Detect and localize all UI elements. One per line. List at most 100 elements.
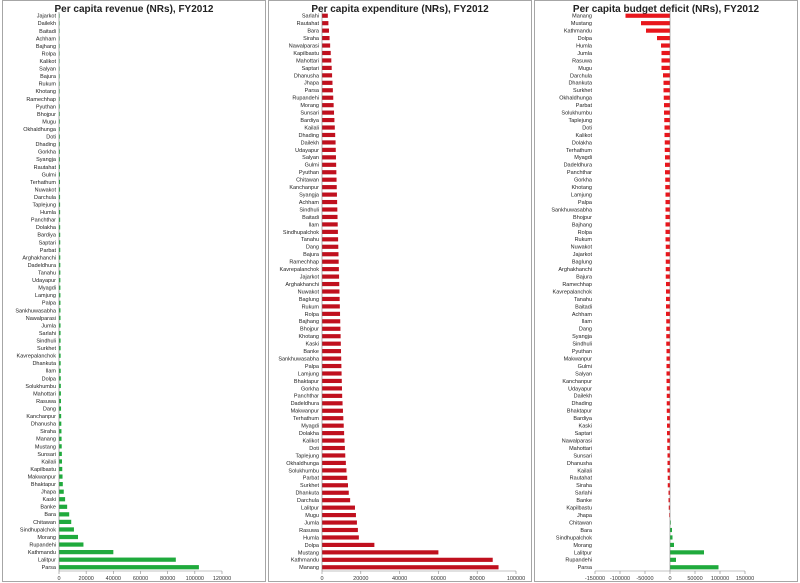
bar	[322, 80, 333, 85]
bar	[59, 247, 61, 253]
bar	[322, 304, 340, 309]
category-label: Bajhang	[36, 44, 56, 50]
category-label: Ilam	[582, 319, 593, 325]
category-label: Gorkha	[301, 386, 320, 392]
x-tick-label: 80000	[160, 576, 175, 582]
bar	[664, 140, 670, 145]
bar	[59, 466, 63, 472]
category-label: Achham	[572, 312, 593, 318]
bar	[322, 13, 328, 18]
bar	[59, 126, 60, 132]
bar	[59, 398, 61, 404]
bar	[322, 162, 337, 167]
bar	[322, 565, 499, 570]
category-label: Ramechhap	[562, 282, 592, 288]
x-tick-label: -150000	[585, 576, 605, 582]
category-label: Rupandehi	[29, 542, 56, 548]
category-label: Siraha	[40, 429, 57, 435]
category-label: Dailekh	[301, 140, 319, 146]
bar	[59, 482, 63, 487]
category-label: Jajarkot	[37, 14, 57, 20]
bar	[322, 460, 346, 466]
category-label: Siraha	[303, 36, 320, 42]
bar	[59, 346, 61, 351]
category-label: Rupandehi	[565, 558, 592, 564]
category-label: Kanchanpur	[26, 414, 56, 420]
category-label: Palpa	[305, 364, 320, 370]
category-label: Baitadi	[575, 304, 592, 310]
bar	[322, 95, 334, 100]
category-label: Nawalparasi	[26, 316, 56, 322]
category-label: Dang	[579, 327, 592, 333]
category-label: Dolakha	[36, 225, 57, 231]
bar	[59, 187, 61, 192]
category-label: Saptari	[302, 66, 319, 72]
x-tick-label: 20000	[79, 576, 94, 582]
bar	[664, 147, 670, 152]
x-tick-label: 80000	[470, 576, 485, 582]
bar	[670, 542, 674, 548]
bar	[322, 311, 341, 316]
bar	[322, 185, 337, 190]
category-label: Kaski	[306, 342, 319, 348]
category-label: Sarlahi	[575, 491, 592, 497]
bar	[322, 222, 338, 227]
bar	[669, 513, 670, 518]
bar	[670, 527, 672, 533]
category-label: Morang	[300, 103, 319, 109]
category-label: Dhanusha	[294, 73, 320, 79]
category-label: Dadeldhura	[564, 163, 593, 169]
revenue-panel: Per capita revenue (NRs), FY2012 0 20000 4…	[2, 0, 266, 582]
bar	[322, 334, 341, 339]
category-label: Kailali	[577, 468, 592, 474]
category-label: Dailekh	[574, 394, 592, 400]
category-label: Kanchanpur	[289, 185, 319, 191]
category-label: Saptari	[39, 240, 56, 246]
category-label: Mugu	[305, 513, 319, 519]
category-label: Achham	[299, 200, 320, 206]
bar	[59, 225, 61, 230]
bar	[322, 125, 335, 130]
expenditure-panel: Per capita expenditure (NRs), FY2012 0 20…	[268, 0, 532, 582]
bar	[322, 542, 375, 548]
bar	[322, 386, 342, 391]
category-label: Mustang	[35, 444, 56, 450]
category-label: Panchthar	[567, 170, 592, 176]
x-tick-label: 100000	[186, 576, 204, 582]
bar	[322, 475, 348, 480]
category-label: Terhathum	[566, 148, 592, 154]
bar	[322, 468, 347, 473]
bar	[665, 222, 670, 227]
category-label: Rukum	[39, 82, 57, 88]
category-label: Sunsari	[37, 452, 56, 458]
category-label: Dhanusha	[567, 461, 593, 467]
expenditure-chart: 0 20000 40000 60000 80000 100000 SarlahiRautah…	[278, 12, 525, 582]
bar	[322, 520, 357, 525]
category-label: Pyuthan	[36, 104, 56, 110]
bar	[666, 281, 670, 287]
bar	[322, 244, 339, 249]
category-label: Syangja	[36, 157, 57, 163]
category-label: Bajura	[303, 252, 320, 258]
category-label: Mugu	[578, 66, 592, 72]
bar	[322, 319, 341, 324]
bar	[322, 378, 342, 384]
bar	[665, 185, 670, 190]
category-label: Kapilbastu	[30, 467, 56, 473]
bar	[322, 296, 340, 302]
bar	[667, 431, 670, 436]
bar	[59, 527, 74, 532]
category-label: Surkhet	[37, 346, 56, 352]
category-label: Udayapur	[32, 278, 56, 284]
category-label: Parsa	[305, 88, 320, 94]
category-label: Nawalparasi	[562, 438, 592, 444]
category-label: Arghakhanchi	[22, 255, 56, 261]
category-label: Ramechhap	[289, 260, 319, 266]
bar	[59, 519, 72, 525]
category-label: Rupandehi	[292, 96, 319, 102]
bar	[322, 117, 335, 123]
bar	[322, 65, 332, 70]
bar	[666, 393, 670, 398]
category-label: Pyuthan	[572, 349, 592, 355]
category-label: Kavrepalanchok	[17, 354, 57, 360]
